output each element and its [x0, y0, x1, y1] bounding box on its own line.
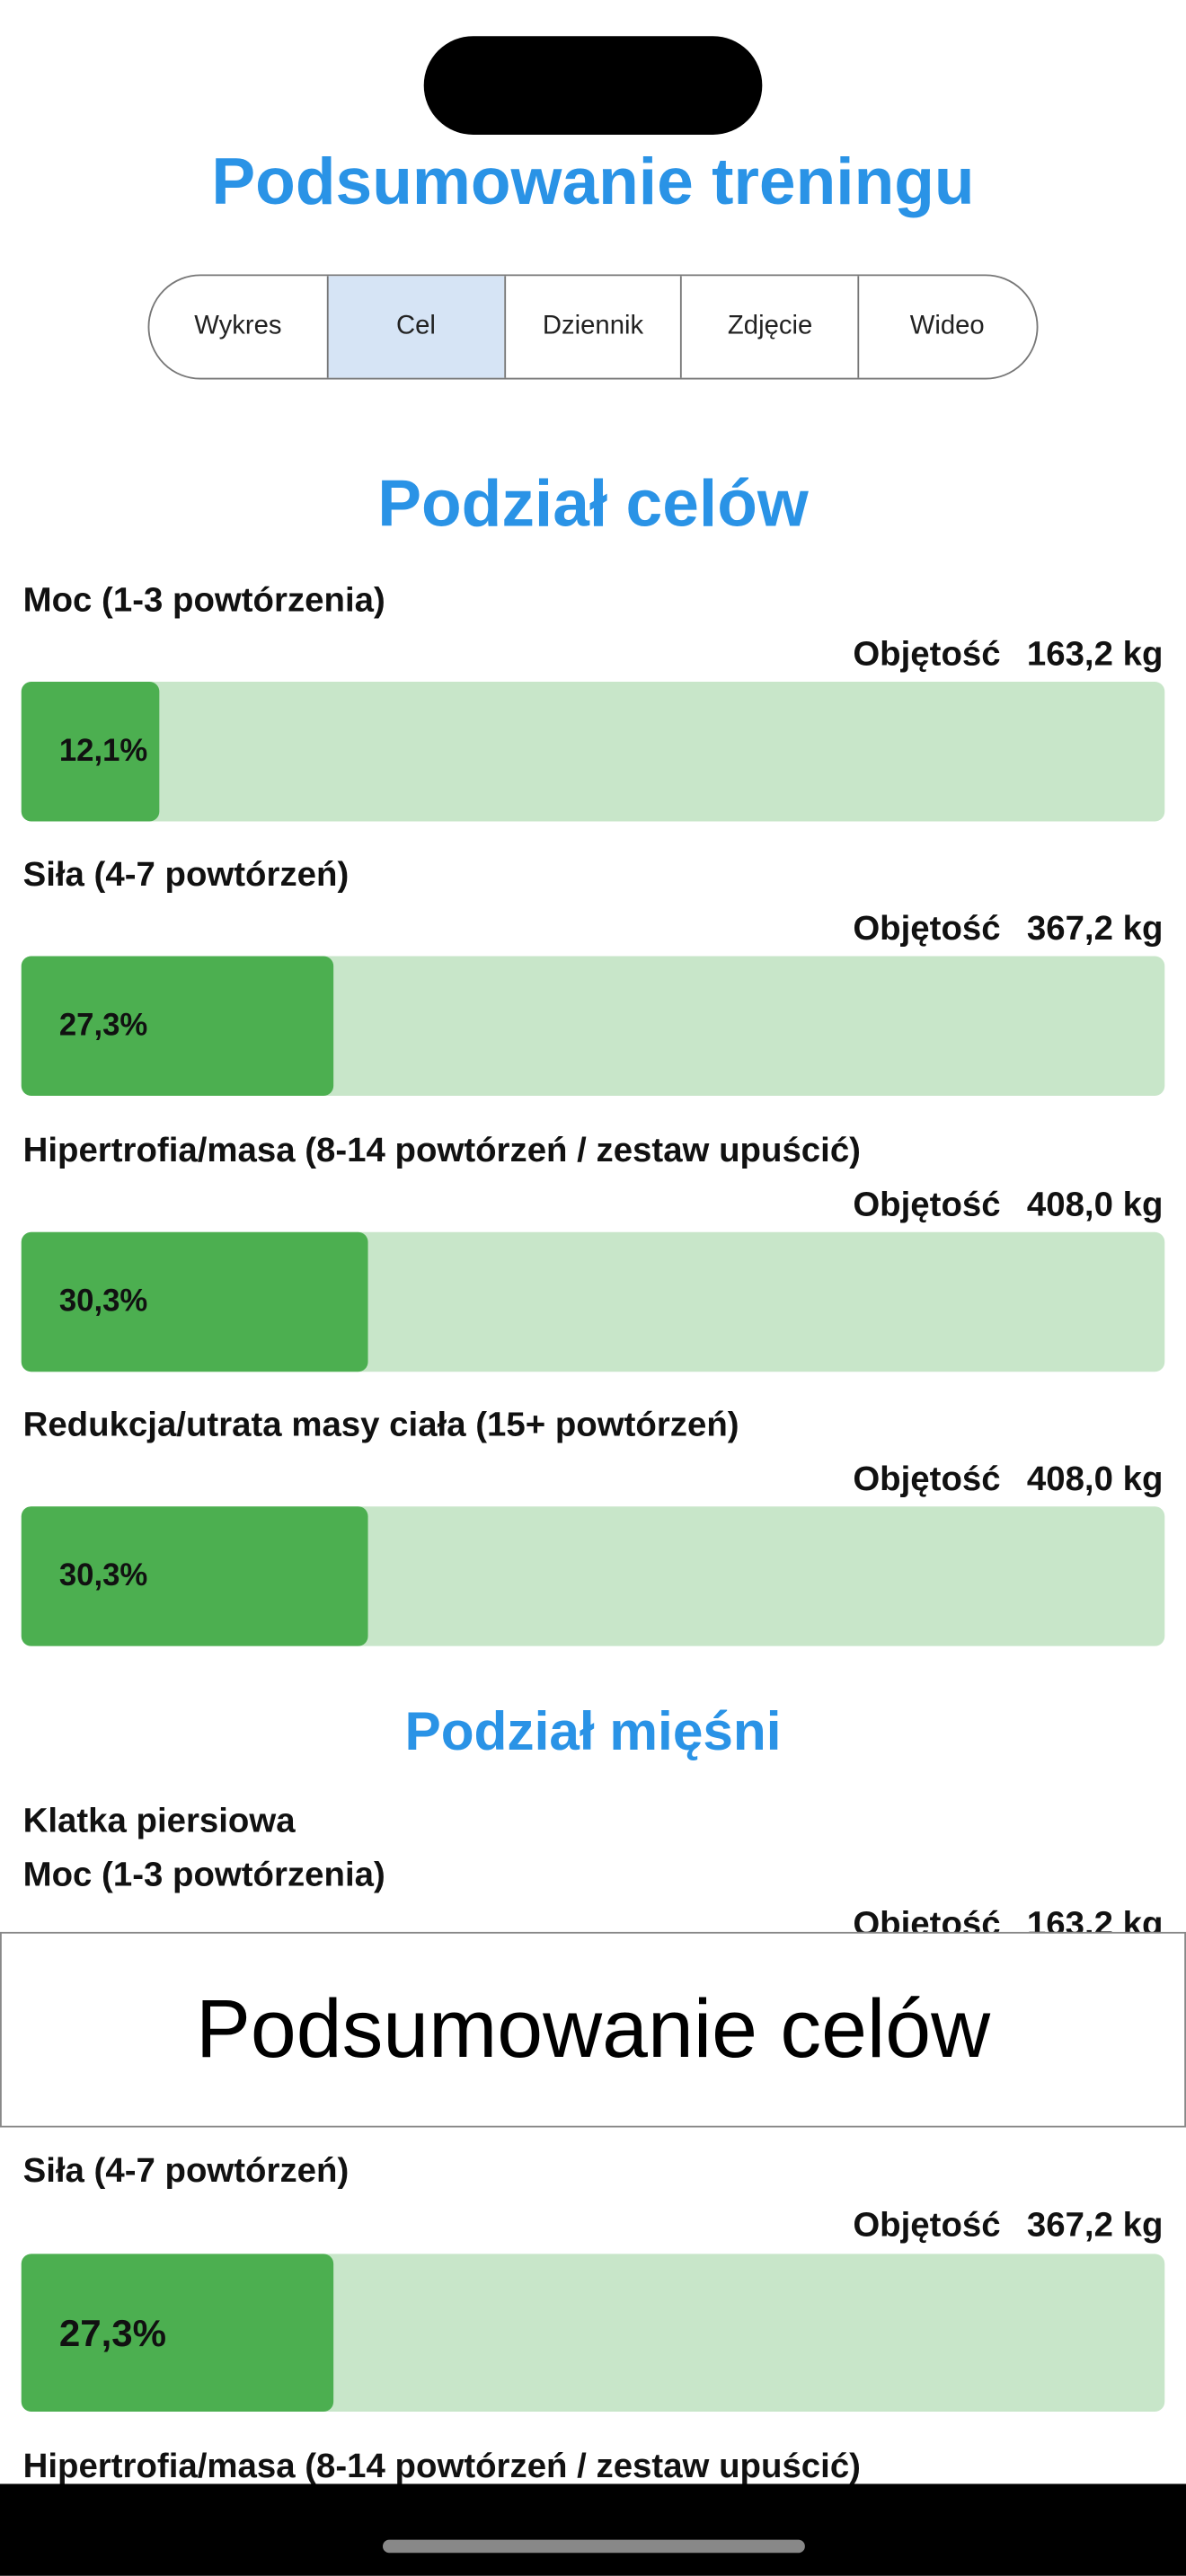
percent-label: 27,3%: [58, 2311, 167, 2354]
volume-row: Objętość 408,0 kg: [853, 1184, 1163, 1227]
goal-label: Siła (4-7 powtórzeń): [22, 856, 350, 895]
volume-label: Objętość: [853, 1460, 1001, 1498]
home-indicator: [382, 2539, 805, 2554]
overlay-text: Podsumowanie celów: [195, 1982, 991, 2076]
goal-label: Siła (4-7 powtórzeń): [22, 2151, 350, 2191]
goal-label: Hipertrofia/masa (8-14 powtórzeń / zesta…: [22, 1131, 861, 1169]
volume-value: 367,2 kg: [1026, 910, 1164, 948]
tab[interactable]: Wykres: [194, 312, 282, 340]
volume-row: Objętość 163,2 kg: [853, 634, 1163, 677]
page-title: Podsumowanie treningu: [211, 146, 975, 219]
goal-label: Hipertrofia/masa (8-14 powtórzeń / zesta…: [22, 2448, 861, 2486]
volume-label: Objętość: [853, 635, 1001, 674]
progress-track: 27,3%: [21, 957, 1165, 1097]
progress-track: 30,3%: [21, 1231, 1165, 1372]
dynamic-island: [423, 36, 763, 135]
volume-label: Objętość: [853, 1185, 1001, 1223]
tab[interactable]: Dziennik: [503, 276, 681, 378]
progress-fill: [21, 682, 160, 822]
percent-label: 30,3%: [58, 1284, 148, 1319]
progress-track: 27,3%: [21, 2254, 1165, 2412]
progress-track: 30,3%: [21, 1505, 1165, 1646]
progress-track: 12,1%: [21, 682, 1165, 822]
goal-label: Redukcja/utrata masy ciała (15+ powtórze…: [22, 1406, 739, 1444]
volume-value: 163,2 kg: [1026, 635, 1164, 674]
tab-bar: Wykres Cel Dziennik Zdjęcie Wideo: [147, 274, 1039, 380]
section-title: Podział celów: [377, 468, 809, 541]
percent-label: 30,3%: [58, 1558, 148, 1593]
volume-row: Objętość 367,2 kg: [853, 909, 1163, 952]
progress-fill: [21, 1505, 368, 1646]
volume-label: Objętość: [853, 910, 1001, 948]
section-title: Podział mięśni: [404, 1700, 782, 1762]
volume-value: 408,0 kg: [1026, 1185, 1164, 1223]
progress-fill: [21, 957, 334, 1097]
percent-label: 27,3%: [58, 1009, 148, 1044]
tab[interactable]: Cel: [326, 276, 504, 378]
progress-fill: [21, 1231, 368, 1372]
goal-label: Moc (1-3 powtórzenia): [22, 581, 385, 620]
progress-fill: [21, 2254, 334, 2412]
volume-row: Objętość 408,0 kg: [853, 1459, 1163, 1502]
volume-value: 367,2 kg: [1026, 2206, 1164, 2245]
muscle-name: Klatka piersiowa: [22, 1802, 296, 1840]
tab[interactable]: Zdjęcie: [680, 276, 858, 378]
tab[interactable]: Wideo: [857, 276, 1035, 378]
goal-label: Moc (1-3 powtórzenia): [22, 1856, 385, 1894]
home-bar: [0, 2483, 1186, 2576]
percent-label: 12,1%: [58, 734, 148, 769]
overlay-banner: Podsumowanie celów: [0, 1931, 1186, 2128]
volume-value: 408,0 kg: [1026, 1460, 1164, 1498]
volume-label: Objętość: [853, 2206, 1001, 2245]
volume-row: Objętość 367,2 kg: [853, 2205, 1163, 2248]
